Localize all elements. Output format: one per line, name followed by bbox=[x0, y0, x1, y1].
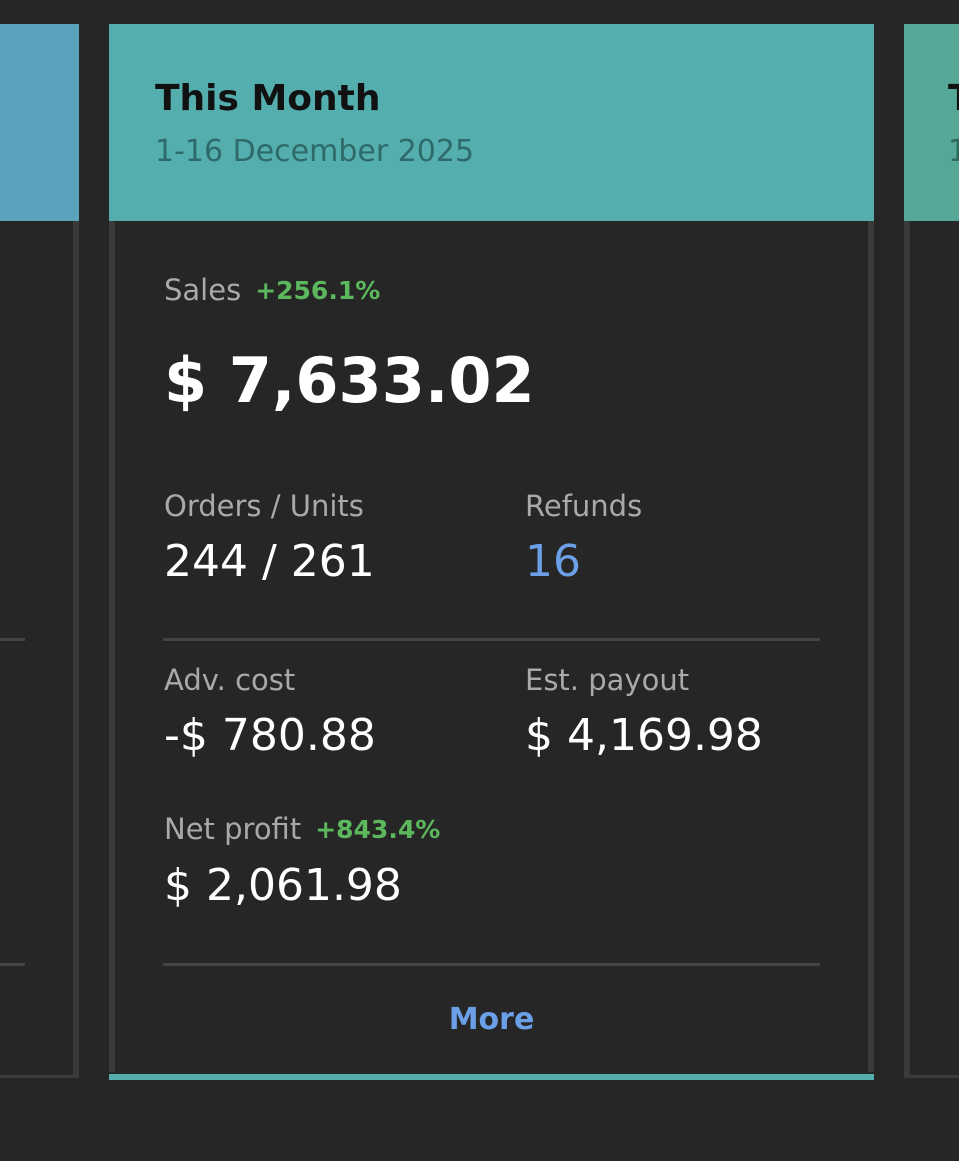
prev-card-body bbox=[0, 221, 79, 1078]
sales-row: Sales +256.1% bbox=[164, 276, 380, 305]
divider bbox=[163, 963, 820, 966]
divider bbox=[163, 638, 820, 641]
orders-units-value: 244 / 261 bbox=[164, 536, 375, 587]
orders-units-label: Orders / Units bbox=[164, 489, 364, 523]
prev-card-header bbox=[0, 24, 79, 221]
card-header bbox=[109, 24, 874, 221]
next-card-body bbox=[904, 221, 959, 1078]
adv-cost-label: Adv. cost bbox=[164, 663, 296, 697]
est-payout-label: Est. payout bbox=[525, 663, 690, 697]
card-date-range: 1-16 December 2025 bbox=[155, 134, 475, 169]
divider bbox=[0, 638, 25, 641]
prev-card bbox=[0, 24, 79, 1078]
refunds-label: Refunds bbox=[525, 489, 643, 523]
net-profit-change: +843.4% bbox=[315, 815, 441, 844]
sales-value: $ 7,633.02 bbox=[164, 344, 535, 417]
next-card-title: T bbox=[948, 81, 959, 117]
net-profit-value: $ 2,061.98 bbox=[164, 860, 402, 911]
sales-label: Sales bbox=[164, 273, 242, 307]
next-card-header bbox=[904, 24, 959, 221]
card-title: This Month bbox=[155, 78, 381, 119]
card-bottom-bar bbox=[109, 1074, 874, 1080]
divider bbox=[0, 963, 25, 966]
next-card: T 1 bbox=[904, 24, 959, 1080]
adv-cost-value: -$ 780.88 bbox=[164, 710, 376, 761]
est-payout-value: $ 4,169.98 bbox=[525, 710, 763, 761]
next-card-date-range: 1 bbox=[948, 134, 959, 169]
net-profit-row: Net profit +843.4% bbox=[164, 815, 440, 844]
refunds-value[interactable]: 16 bbox=[525, 536, 581, 587]
card bbox=[109, 24, 874, 1080]
sales-change: +256.1% bbox=[255, 276, 381, 305]
net-profit-label: Net profit bbox=[164, 812, 302, 846]
more-button[interactable]: More bbox=[448, 1002, 535, 1037]
card-body bbox=[109, 221, 874, 1072]
